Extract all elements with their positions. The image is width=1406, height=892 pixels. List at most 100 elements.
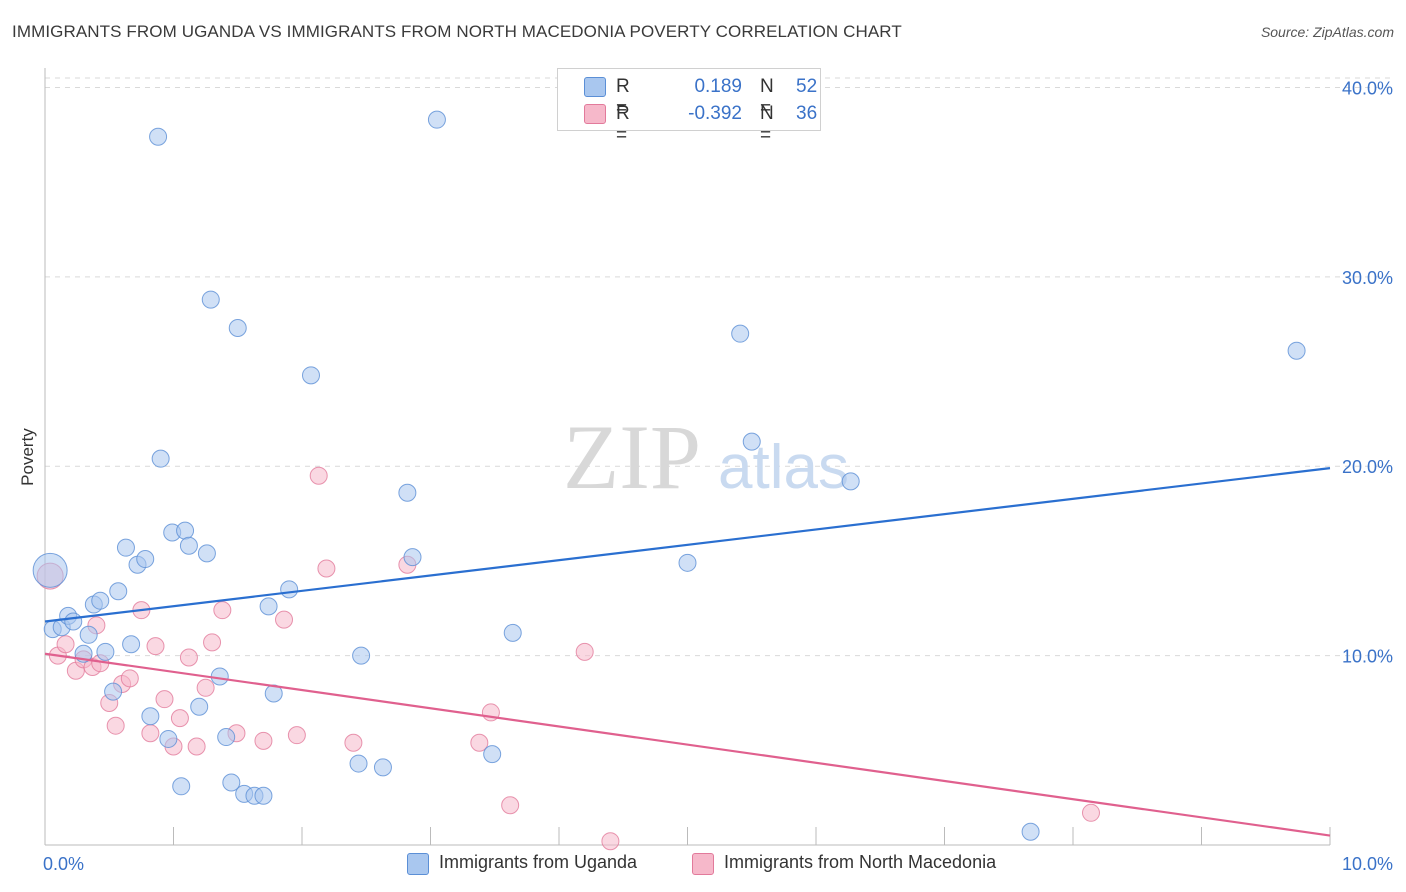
watermark-zip: ZIP [563, 406, 701, 508]
north-macedonia-point [155, 690, 174, 709]
legend-swatch-north-macedonia [692, 853, 714, 875]
north-macedonia-point [170, 709, 189, 728]
tick-labels: 10.0% 20.0% 30.0% 40.0% 0.0% 10.0% [43, 78, 1393, 874]
uganda-point [149, 127, 168, 146]
north-macedonia-trend-line [44, 652, 1331, 837]
gridlines [45, 77, 1390, 657]
north-macedonia-point [254, 731, 273, 750]
stats-legend: R = 0.189 N = 52 R = -0.392 N = 36 [557, 68, 821, 146]
north-macedonia-point [470, 733, 489, 752]
north-macedonia-point [309, 466, 328, 485]
y-axis-label: Poverty [18, 428, 37, 486]
uganda-point [352, 646, 371, 665]
uganda-point [742, 432, 761, 451]
north-macedonia-point [196, 678, 215, 697]
uganda-point [483, 745, 502, 764]
source-label: Source: ZipAtlas.com [1260, 24, 1394, 40]
uganda-point [301, 366, 320, 385]
uganda-point [104, 682, 123, 701]
chart-title: IMMIGRANTS FROM UGANDA VS IMMIGRANTS FRO… [12, 22, 902, 41]
legend-label-uganda: Immigrants from Uganda [439, 852, 638, 872]
uganda-point [228, 318, 247, 337]
legend-label-north-macedonia: Immigrants from North Macedonia [724, 852, 997, 872]
north-macedonia-point [203, 633, 222, 652]
north-macedonia-point [56, 635, 75, 654]
x-tick-label: 0.0% [43, 854, 84, 874]
uganda-point [159, 729, 178, 748]
y-tick-label: 30.0% [1342, 268, 1393, 288]
north-macedonia-point [344, 733, 363, 752]
uganda-point [201, 290, 220, 309]
north-macedonia-point [106, 716, 125, 735]
uganda-point [190, 697, 209, 716]
r-label: R = [616, 103, 630, 146]
north-macedonia-point [501, 796, 520, 815]
uganda-point [398, 483, 417, 502]
series-uganda-points [32, 110, 1306, 841]
uganda-point [373, 758, 392, 777]
legend-swatch-uganda [407, 853, 429, 875]
uganda-point [280, 580, 299, 599]
uganda-point [403, 548, 422, 567]
north-macedonia-point [275, 610, 294, 629]
uganda-point [109, 582, 128, 601]
uganda-point [141, 707, 160, 726]
watermark: ZIP atlas [563, 406, 849, 508]
y-tick-label: 40.0% [1342, 78, 1393, 98]
n-value: 52 [796, 76, 818, 97]
north-macedonia-point [213, 601, 232, 620]
x-tick-label: 10.0% [1342, 854, 1393, 874]
north-macedonia-point [1081, 803, 1100, 822]
uganda-point [197, 544, 216, 563]
north-macedonia-point [287, 726, 306, 745]
uganda-point [427, 110, 446, 129]
uganda-point [254, 786, 273, 805]
north-macedonia-point [141, 724, 160, 743]
axes [44, 68, 1331, 846]
uganda-point [176, 521, 195, 540]
uganda-point [64, 612, 83, 631]
trend-lines [44, 467, 1331, 837]
uganda-point [32, 552, 68, 588]
north-macedonia-point [601, 832, 620, 851]
legend-swatch-uganda [584, 77, 606, 97]
r-value: 0.189 [694, 76, 742, 97]
uganda-point [96, 642, 115, 661]
uganda-point [151, 449, 170, 468]
uganda-point [79, 625, 98, 644]
watermark-atlas: atlas [718, 433, 849, 502]
north-macedonia-point [146, 637, 165, 656]
uganda-point [1021, 822, 1040, 841]
legend-swatch-north-macedonia [584, 104, 606, 124]
uganda-point [349, 754, 368, 773]
uganda-trend-line [44, 467, 1331, 623]
y-tick-label: 20.0% [1342, 457, 1393, 477]
uganda-point [841, 472, 860, 491]
uganda-point [217, 728, 236, 747]
uganda-point [222, 773, 241, 792]
r-label: R = [616, 76, 630, 119]
uganda-point [122, 635, 141, 654]
north-macedonia-point [179, 648, 198, 667]
uganda-point [116, 538, 135, 557]
north-macedonia-point [575, 642, 594, 661]
north-macedonia-point [317, 559, 336, 578]
north-macedonia-point [187, 737, 206, 756]
uganda-point [179, 536, 198, 555]
uganda-point [210, 667, 229, 686]
north-macedonia-point [120, 669, 139, 688]
uganda-point [259, 597, 278, 616]
n-label: N = [760, 76, 774, 119]
series-north-macedonia-points [36, 466, 1100, 851]
uganda-point [503, 623, 522, 642]
n-label: N = [760, 103, 774, 146]
uganda-point [731, 324, 750, 343]
uganda-point [136, 550, 155, 569]
uganda-point [91, 591, 110, 610]
uganda-point [678, 553, 697, 572]
r-value: -0.392 [688, 103, 742, 124]
uganda-point [172, 777, 191, 796]
y-tick-label: 10.0% [1342, 647, 1393, 667]
uganda-point [1287, 341, 1306, 360]
